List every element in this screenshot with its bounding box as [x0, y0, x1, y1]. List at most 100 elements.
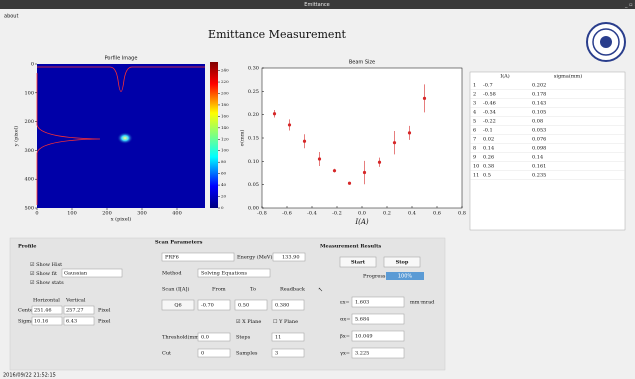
- data-point: [422, 96, 427, 100]
- cell: 0.105: [532, 110, 546, 116]
- stop-button[interactable]: [383, 256, 421, 268]
- input[interactable]: [271, 348, 305, 358]
- menu-about[interactable]: about: [4, 14, 18, 20]
- unit: Pixel: [98, 319, 111, 325]
- row-index: 11: [473, 173, 479, 179]
- column-header: sigma(mm): [554, 73, 583, 80]
- checkbox-show-stats[interactable]: ☑ Show stats: [30, 280, 64, 286]
- mouse-cursor: ↖: [318, 287, 323, 294]
- results-group: Measurement Results Start Stop Progress …: [318, 244, 435, 359]
- dropdown-value: PRF6: [165, 255, 179, 261]
- group-title: Measurement Results: [320, 244, 381, 250]
- y-tick-label: 500: [24, 206, 34, 212]
- cell: 0.02: [483, 137, 494, 143]
- cell: 0.076: [532, 137, 546, 143]
- x-tick-label: 0.2: [383, 211, 391, 217]
- y-axis-label: σ(mm): [239, 130, 246, 147]
- data-point: [287, 123, 292, 127]
- row-index: 2: [473, 92, 476, 98]
- x-axis-label: I(A): [354, 218, 369, 226]
- header-title: Emittance Measurement: [208, 28, 346, 41]
- device-dropdown[interactable]: [161, 252, 235, 262]
- input-value: 10.16: [34, 319, 48, 325]
- colorbar-tick-label: 160: [221, 113, 229, 118]
- colorbar-tick-label: 0: [221, 205, 224, 210]
- row-index: 7: [473, 137, 476, 143]
- label: αx=: [340, 317, 350, 323]
- cell: 0.178: [532, 92, 546, 98]
- window-title: Emittance: [304, 2, 329, 8]
- input[interactable]: [272, 252, 306, 262]
- data-point: [302, 139, 307, 143]
- radio-y-plane[interactable]: ☐ Y Plane: [273, 319, 298, 325]
- data-point: [317, 157, 322, 161]
- status-bar: 2016/09/22 21:52:15: [3, 373, 56, 379]
- x-tick-label: -0.6: [282, 211, 292, 217]
- row-index: 4: [473, 110, 476, 116]
- y-tick-label: 0.20: [248, 112, 259, 118]
- quad-button[interactable]: [161, 299, 195, 311]
- label: Y Plane: [278, 319, 298, 325]
- output-value: 3.225: [355, 351, 369, 357]
- window-controls[interactable]: _ ▫ ×: [624, 2, 635, 8]
- label: Method: [162, 271, 182, 277]
- cell: 0.38: [483, 164, 494, 170]
- x-tick-label: 0: [35, 211, 38, 217]
- y-tick-label: 0.05: [248, 182, 259, 188]
- y-tick-label: 0.00: [248, 206, 259, 212]
- input[interactable]: [271, 299, 305, 311]
- label: Show fit: [36, 271, 57, 277]
- cell: -0.1: [483, 128, 493, 134]
- profile-group: Profile ☑ Show Hist ☑ Show fit Gaussian …: [18, 244, 123, 326]
- data-point: [272, 112, 277, 116]
- label: X Plane: [242, 319, 261, 325]
- method-dropdown[interactable]: [197, 268, 271, 278]
- input[interactable]: [63, 305, 95, 315]
- label: Show stats: [36, 280, 64, 286]
- input-value: 133.90: [282, 255, 300, 261]
- cell: 0.14: [483, 146, 494, 152]
- cell: 0.08: [532, 119, 543, 125]
- output-value: 10.049: [355, 334, 373, 340]
- cell: -0.34: [483, 110, 496, 116]
- input[interactable]: [197, 332, 231, 342]
- input[interactable]: [197, 348, 231, 358]
- cell: 0.202: [532, 83, 546, 89]
- y-tick-label: 0.10: [248, 159, 259, 165]
- x-tick-label: 0.8: [458, 211, 466, 217]
- checkbox-show-fit[interactable]: ☑ Show fit: [30, 271, 57, 277]
- x-tick-label: 0.6: [433, 211, 441, 217]
- label: Progress: [363, 274, 386, 280]
- radio-x-plane[interactable]: ☑ X Plane: [236, 319, 261, 325]
- input[interactable]: [31, 305, 63, 315]
- label: Scan (I[A]): [162, 286, 189, 293]
- x-tick-label: 0.4: [408, 211, 416, 217]
- checkbox-show-hist[interactable]: ☑ Show Hist: [30, 262, 62, 268]
- x-tick-label: -0.2: [332, 211, 342, 217]
- y-tick-label: 0.25: [248, 89, 259, 95]
- x-tick-label: 0.0: [358, 211, 366, 217]
- input[interactable]: [234, 299, 268, 311]
- column-header: I(A): [500, 73, 510, 80]
- cell: 0.161: [532, 164, 546, 170]
- data-point: [332, 169, 337, 173]
- data-point: [377, 160, 382, 164]
- input[interactable]: [63, 316, 95, 326]
- progress-bar: [386, 272, 424, 280]
- unit: mm·mrad: [410, 300, 435, 306]
- fit-dropdown[interactable]: [61, 268, 123, 278]
- colorbar-tick-label: 180: [221, 102, 229, 107]
- cell: -0.22: [483, 119, 496, 125]
- start-button[interactable]: [339, 256, 377, 268]
- input[interactable]: [271, 332, 305, 342]
- colorbar: [210, 62, 218, 208]
- horizontal-profile: [37, 66, 205, 92]
- data-point: [407, 131, 412, 135]
- cell: 0.14: [532, 155, 543, 161]
- input[interactable]: [197, 299, 231, 311]
- label: Readback: [280, 287, 306, 293]
- input[interactable]: [31, 316, 63, 326]
- x-tick-label: 100: [67, 211, 77, 217]
- dropdown-value: Solving Equations: [201, 271, 247, 277]
- label: βx=: [340, 334, 350, 340]
